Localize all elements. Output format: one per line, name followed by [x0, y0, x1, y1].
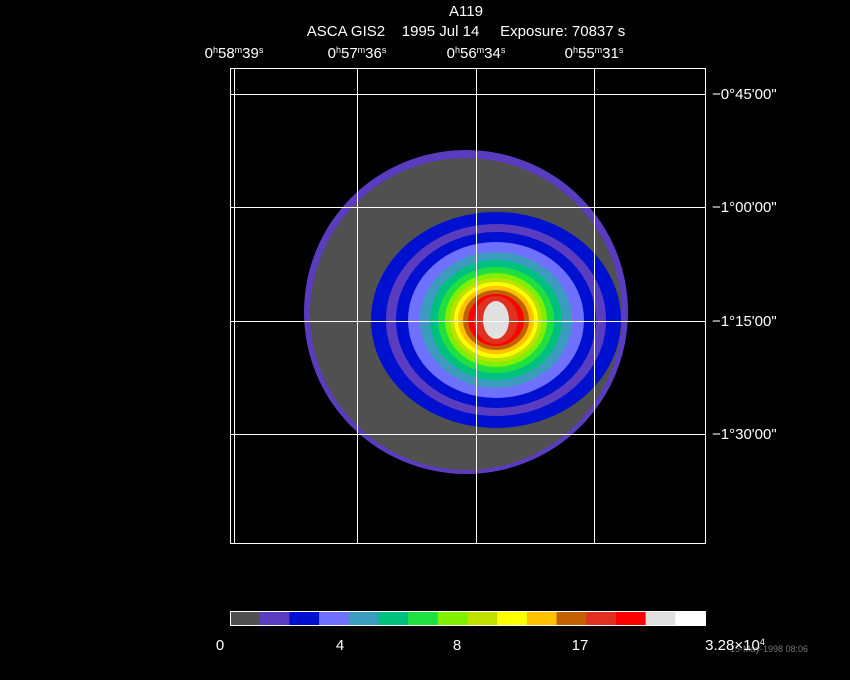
colorbar-cell	[319, 611, 350, 625]
image-level	[483, 301, 509, 339]
colorbar-label: 0	[216, 637, 224, 654]
label-part: 0	[447, 45, 455, 62]
label-part: 31	[602, 45, 619, 62]
colorbar-cell	[497, 611, 528, 625]
label-part: 0	[205, 45, 213, 62]
label-superscript: m	[358, 45, 366, 55]
colorbar-cell	[675, 611, 706, 625]
colorbar-cell	[437, 611, 468, 625]
label-superscript: m	[477, 45, 485, 55]
colorbar-cell	[526, 611, 558, 625]
colorbar-label: 3.28×104	[705, 637, 765, 654]
colorbar-cell	[645, 611, 676, 625]
label-superscript: s	[382, 45, 387, 55]
label-superscript: h	[213, 45, 218, 55]
label-superscript: 4	[760, 637, 765, 647]
dec-label: −1°30'00"	[712, 426, 777, 443]
label-superscript: h	[336, 45, 341, 55]
colorbar-cell	[230, 611, 261, 625]
label-part: 8	[453, 637, 461, 654]
label-part: 39	[242, 45, 259, 62]
colorbar-cell	[586, 611, 617, 625]
label-part: 4	[336, 637, 344, 654]
label-part: 3.28×10	[705, 637, 760, 654]
label-part: 0	[565, 45, 573, 62]
dec-label: −1°15'00"	[712, 313, 777, 330]
label-superscript: s	[259, 45, 264, 55]
xray-image	[304, 150, 628, 474]
label-part: 58	[218, 45, 235, 62]
timestamp: 15-May-1998 08:06	[730, 644, 808, 654]
label-part: 55	[578, 45, 595, 62]
colorbar-cell	[408, 611, 439, 625]
colorbar-cell	[378, 611, 409, 625]
ra-label: 0h57m36s	[328, 45, 387, 62]
label-part: 17	[572, 637, 589, 654]
colorbar-label: 4	[336, 637, 344, 654]
colorbar-cell	[467, 611, 498, 625]
frame-box	[230, 68, 706, 544]
frame	[230, 68, 706, 544]
ra-label: 0h56m34s	[447, 45, 506, 62]
colorbar-cell	[615, 611, 647, 625]
label-superscript: s	[501, 45, 506, 55]
colorbar-frame	[230, 611, 706, 626]
colorbar-cell	[289, 611, 320, 625]
ra-label: 0h58m39s	[205, 45, 264, 62]
title: A119	[449, 3, 483, 20]
label-superscript: m	[235, 45, 243, 55]
ra-label: 0h55m31s	[565, 45, 624, 62]
label-part: 57	[341, 45, 358, 62]
colorbar-label: 17	[572, 637, 589, 654]
dec-label: −0°45'00"	[712, 86, 777, 103]
label-part: 34	[484, 45, 501, 62]
label-part: 36	[365, 45, 382, 62]
label-part: 0	[328, 45, 336, 62]
label-superscript: m	[595, 45, 603, 55]
colorbar-cell	[348, 611, 379, 625]
label-part: 0	[216, 637, 224, 654]
label-part: 56	[460, 45, 477, 62]
dec-label: −1°00'00"	[712, 199, 777, 216]
label-superscript: h	[455, 45, 460, 55]
label-superscript: s	[619, 45, 624, 55]
colorbar-cell	[556, 611, 587, 625]
subtitle: ASCA GIS2 1995 Jul 14 Exposure: 70837 s	[307, 23, 626, 40]
label-superscript: h	[573, 45, 578, 55]
colorbar-label: 8	[453, 637, 461, 654]
colorbar-cell	[259, 611, 290, 625]
